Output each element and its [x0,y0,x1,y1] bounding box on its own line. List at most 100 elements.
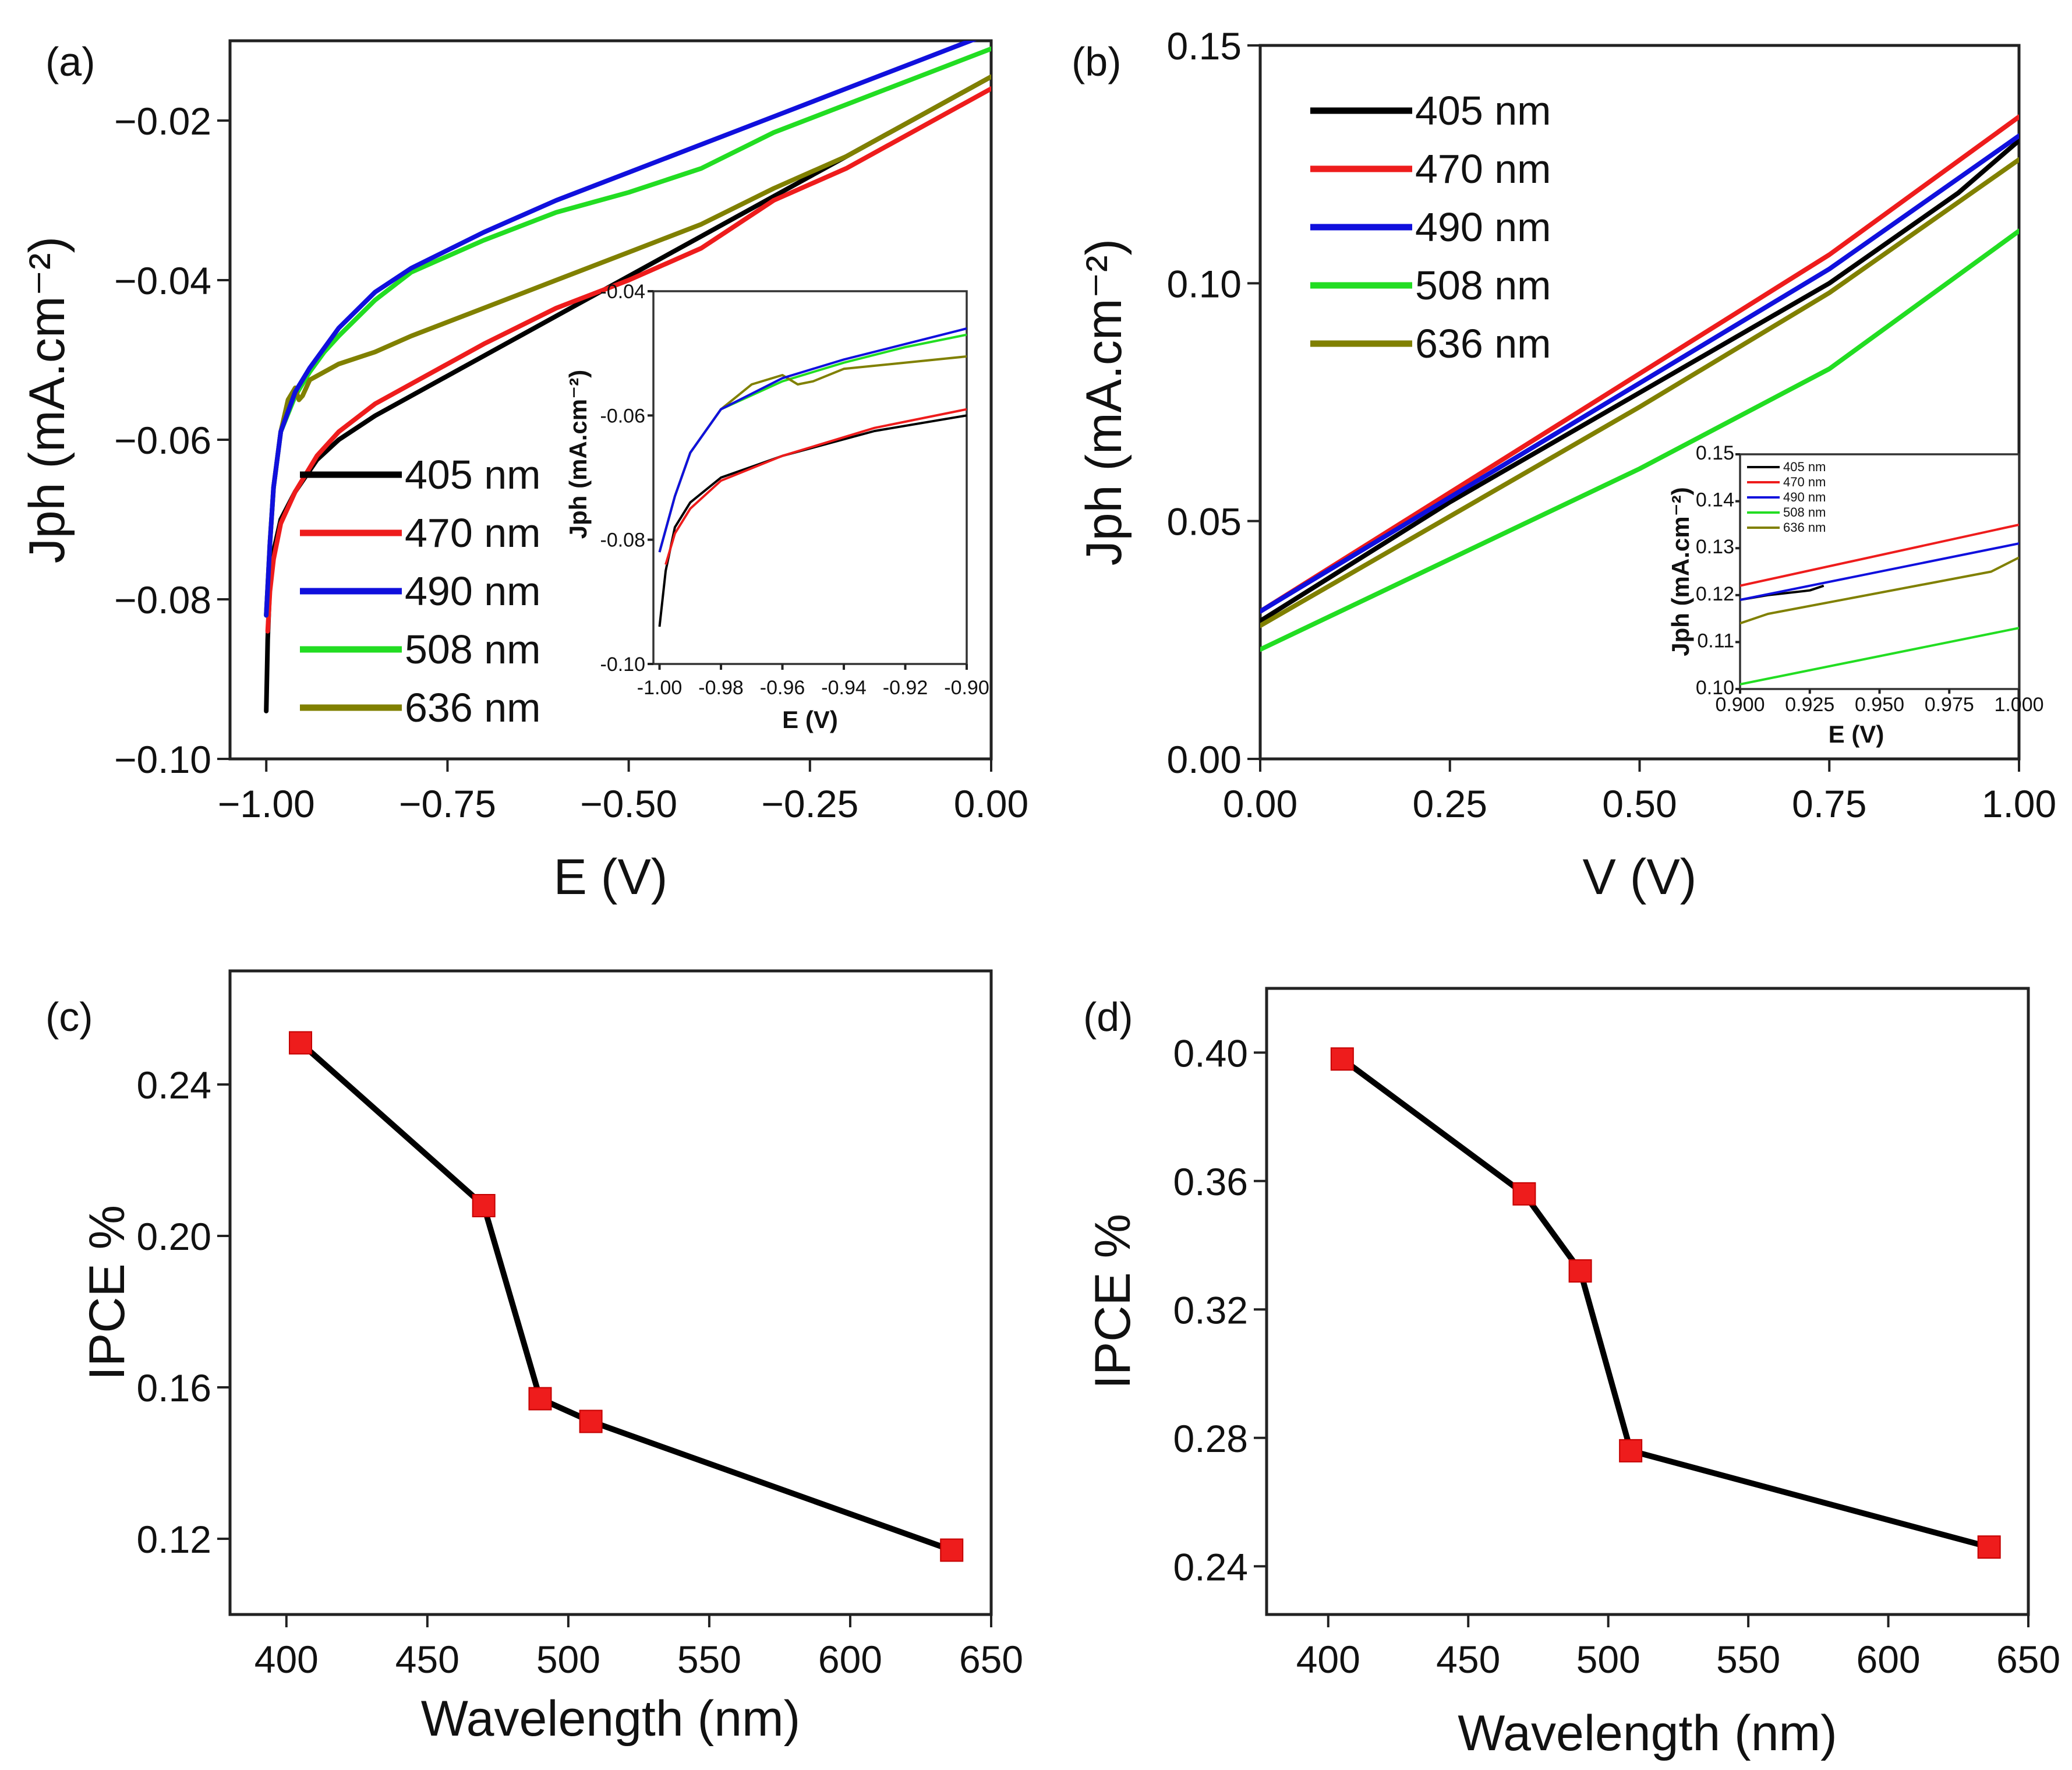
plot-frame [228,969,993,1616]
inset-y-tick-label: -0.10 [600,653,646,676]
y-tick-label: 0.32 [1173,1288,1248,1331]
series-line-405-nm [1260,138,2019,624]
y-tick-label: 0.20 [137,1215,211,1258]
inset-y-tick-label: 0.13 [1696,536,1734,558]
panel-label: (c) [45,994,93,1040]
legend-label: 508 nm [405,627,540,672]
y-tick-label: −0.08 [114,578,211,621]
x-tick-label: 600 [1856,1638,1920,1681]
inset-y-tick-label: 0.12 [1696,583,1734,605]
x-axis-title: Wavelength (nm) [1458,1705,1837,1761]
inset-x-tick-label: -0.96 [760,677,805,699]
data-point [528,1387,552,1411]
data-point [1512,1182,1536,1206]
x-tick-label: 450 [1436,1638,1500,1681]
y-tick-label: −0.04 [114,259,211,302]
x-tick-label: 0.75 [1792,782,1866,825]
inset-x-tick-label: -1.00 [637,677,683,699]
inset-x-tick-label: 0.925 [1785,694,1834,716]
x-tick-label: 0.00 [1223,782,1297,825]
x-axis-title: E (V) [554,849,668,905]
panel-label: (a) [45,39,96,84]
data-point [579,1409,603,1433]
inset-y-axis-title: Jph (mA.cm⁻²) [1667,487,1694,656]
inset-series-line-405-nm [658,414,967,627]
ipce-line [298,1040,953,1553]
y-tick-label: −0.10 [114,738,211,781]
legend-label: 470 nm [1415,146,1551,192]
y-tick-label: 0.28 [1173,1417,1248,1460]
inset-legend-label: 490 nm [1783,490,1826,504]
data-point [940,1538,964,1562]
x-tick-label: −0.25 [761,782,858,825]
inset-series-line-470-nm [1740,523,2019,587]
inset-x-tick-label: 1.000 [1994,694,2043,716]
y-tick-label: 0.36 [1173,1160,1248,1203]
x-tick-label: 650 [959,1638,1023,1681]
data-point [1568,1259,1592,1283]
series-line-508-nm [1260,228,2019,652]
data-point [1977,1535,2001,1559]
series-line-470-nm [1260,114,2019,614]
inset-x-tick-label: -0.90 [944,677,989,699]
inset-x-tick-label: 0.975 [1925,694,1974,716]
x-tick-label: 400 [1296,1638,1360,1681]
inset-x-axis-title: E (V) [782,706,838,733]
x-tick-label: −0.75 [399,782,496,825]
x-tick-label: 550 [1716,1638,1780,1681]
inset-y-tick-label: 0.15 [1696,442,1734,464]
x-axis-title: V (V) [1583,849,1697,905]
y-tick-label: 0.12 [137,1518,211,1561]
y-axis-title: IPCE % [1085,1214,1141,1389]
series-line-490-nm [264,41,977,618]
inset-x-axis-title: E (V) [1829,720,1884,748]
plot-frame [228,39,993,761]
inset-series-line-470-nm [664,408,967,565]
y-tick-label: −0.06 [114,419,211,462]
inset-y-axis-title: Jph (mA.cm⁻²) [564,370,592,539]
inset-x-tick-label: -0.94 [821,677,867,699]
legend: 405 nm 470 nm 490 nm 508 nm 636 nm [1310,88,1551,366]
y-tick-label: 0.16 [137,1366,211,1409]
legend-label: 636 nm [1415,321,1551,366]
panel-label: (d) [1083,994,1133,1040]
inset-series-line-636-nm [1740,556,2019,625]
y-tick-label: 0.15 [1167,24,1242,68]
legend-label: 470 nm [405,510,540,556]
inset-x-tick-label: -0.92 [883,677,928,699]
y-axis-title: IPCE % [79,1205,135,1380]
plot-frame [1265,987,2030,1616]
inset: 0.900 0.925 0.950 0.975 1.000 0.10 0.11 0.12 0.1… [1667,442,2044,748]
y-tick-label: 0.40 [1173,1031,1248,1075]
y-axis-title: Jph (mA.cm⁻²) [1076,239,1132,566]
panel-label: (b) [1072,39,1122,84]
y-tick-label: −0.02 [114,100,211,143]
legend-label: 508 nm [1415,263,1551,308]
inset-y-tick-label: -0.04 [600,281,646,303]
y-tick-label: 0.24 [1173,1545,1248,1588]
series-line-470-nm [265,86,991,634]
legend-label: 636 nm [405,685,540,730]
series-line-490-nm [1260,133,2019,614]
panel-d: 400 450 500 550 600 650 0.24 0.28 0.32 0.36 0.40 Wa… [1083,987,2060,1761]
x-tick-label: 0.00 [954,782,1028,825]
inset-series-line-490-nm [1740,542,2019,601]
inset-y-tick-label: -0.06 [600,405,646,427]
x-tick-label: 650 [1996,1638,2060,1681]
data-point [1619,1439,1643,1462]
data-point [1330,1047,1354,1071]
y-tick-label: 0.05 [1167,500,1242,543]
inset-y-tick-label: 0.14 [1696,489,1734,511]
x-tick-label: 1.00 [1982,782,2056,825]
inset: -1.00 -0.98 -0.96 -0.94 -0.92 -0.90 -0.04 -0.06… [564,281,989,733]
x-tick-label: 600 [818,1638,882,1681]
legend: 405 nm 470 nm 490 nm 508 nm 636 nm [300,452,540,730]
inset-y-tick-label: -0.08 [600,529,646,552]
inset-x-tick-label: 0.900 [1715,694,1765,716]
inset-x-tick-label: -0.98 [698,677,744,699]
x-axis-title: Wavelength (nm) [421,1691,801,1747]
inset-series-line-490-nm [658,327,967,553]
data-point [472,1194,496,1217]
legend-label: 490 nm [1415,204,1551,250]
